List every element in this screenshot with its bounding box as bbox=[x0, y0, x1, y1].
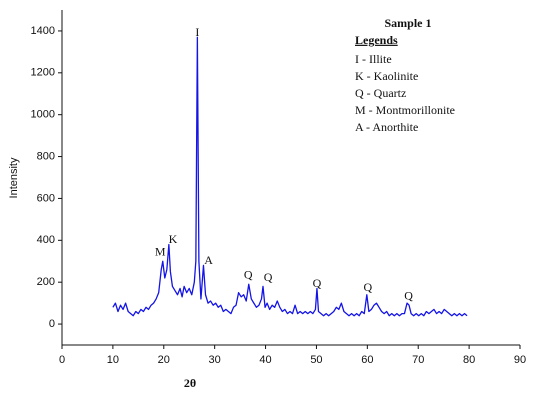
peak-label: Q bbox=[404, 289, 413, 303]
x-tick-label: 70 bbox=[412, 354, 424, 366]
legend-entry: Q - Quartz bbox=[355, 86, 406, 100]
peak-label: M bbox=[155, 245, 166, 259]
x-axis-label: 2θ bbox=[184, 376, 196, 390]
legend-entry: I - Illite bbox=[355, 52, 392, 66]
legend-entry: K - Kaolinite bbox=[355, 69, 418, 83]
x-tick-label: 40 bbox=[259, 354, 271, 366]
peak-label: Q bbox=[244, 268, 253, 282]
peak-label: Q bbox=[313, 276, 322, 290]
peak-label: Q bbox=[364, 280, 373, 294]
y-tick-label: 200 bbox=[37, 276, 55, 288]
x-tick-label: 20 bbox=[158, 354, 170, 366]
x-tick-label: 0 bbox=[59, 354, 65, 366]
legend-heading: Legends bbox=[355, 33, 398, 47]
xrd-line bbox=[112, 36, 468, 317]
y-tick-label: 400 bbox=[37, 234, 55, 246]
x-tick-label: 10 bbox=[107, 354, 119, 366]
y-tick-label: 800 bbox=[37, 150, 55, 162]
legend-entry: M - Montmorillonite bbox=[355, 103, 455, 117]
y-tick-label: 1200 bbox=[31, 67, 55, 79]
y-tick-label: 0 bbox=[49, 318, 55, 330]
y-tick-label: 1400 bbox=[31, 25, 55, 37]
x-tick-label: 30 bbox=[209, 354, 221, 366]
peak-label: A bbox=[204, 253, 213, 267]
x-tick-label: 60 bbox=[361, 354, 373, 366]
x-tick-label: 80 bbox=[463, 354, 475, 366]
peak-label: Q bbox=[264, 270, 273, 284]
legend-title: Sample 1 bbox=[384, 16, 431, 30]
peak-label: I bbox=[195, 25, 199, 39]
peak-label: K bbox=[169, 232, 178, 246]
x-tick-label: 50 bbox=[310, 354, 322, 366]
x-tick-label: 90 bbox=[514, 354, 526, 366]
y-tick-label: 1000 bbox=[31, 109, 55, 121]
y-tick-label: 600 bbox=[37, 192, 55, 204]
legend-entry: A - Anorthite bbox=[355, 120, 418, 134]
y-axis-label: Intensity bbox=[8, 157, 20, 198]
